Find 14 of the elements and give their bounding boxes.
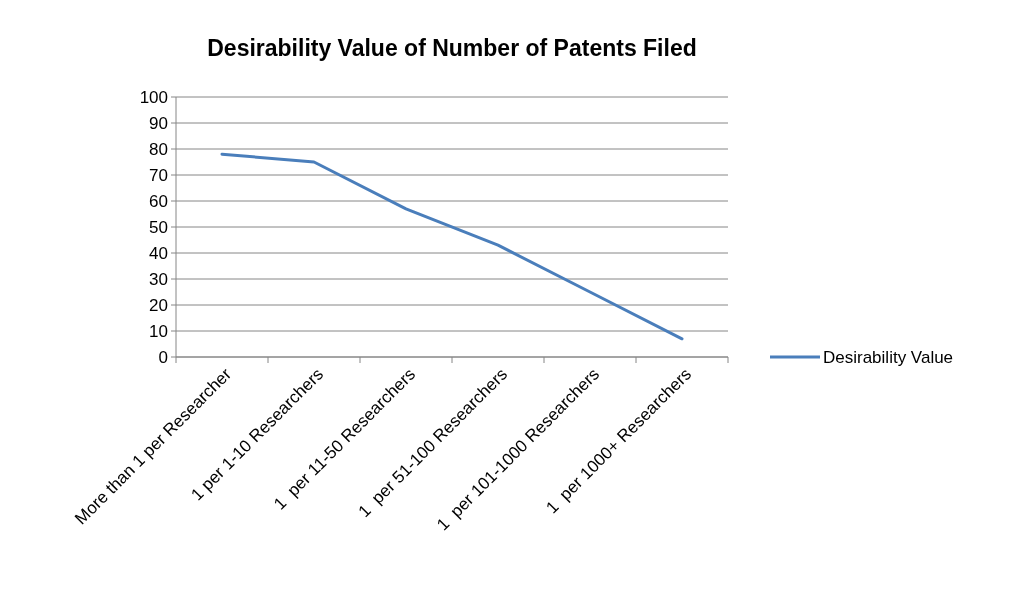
y-tick-label: 90 xyxy=(149,113,168,133)
y-tick-label: 60 xyxy=(149,191,168,211)
y-tick-label: 80 xyxy=(149,139,168,159)
y-tick-label: 30 xyxy=(149,269,168,289)
y-tick-label: 10 xyxy=(149,321,168,341)
y-tick-label: 50 xyxy=(149,217,168,237)
line-series xyxy=(220,152,684,341)
chart-title: Desirability Value of Number of Patents Filed xyxy=(207,35,697,61)
legend-label: Desirability Value xyxy=(823,347,954,367)
y-tick-label: 70 xyxy=(149,165,168,185)
y-tick-label: 0 xyxy=(158,347,168,367)
y-tick-label: 20 xyxy=(149,295,168,315)
y-tick-label: 40 xyxy=(149,243,168,263)
y-tick-label: 100 xyxy=(139,87,168,107)
